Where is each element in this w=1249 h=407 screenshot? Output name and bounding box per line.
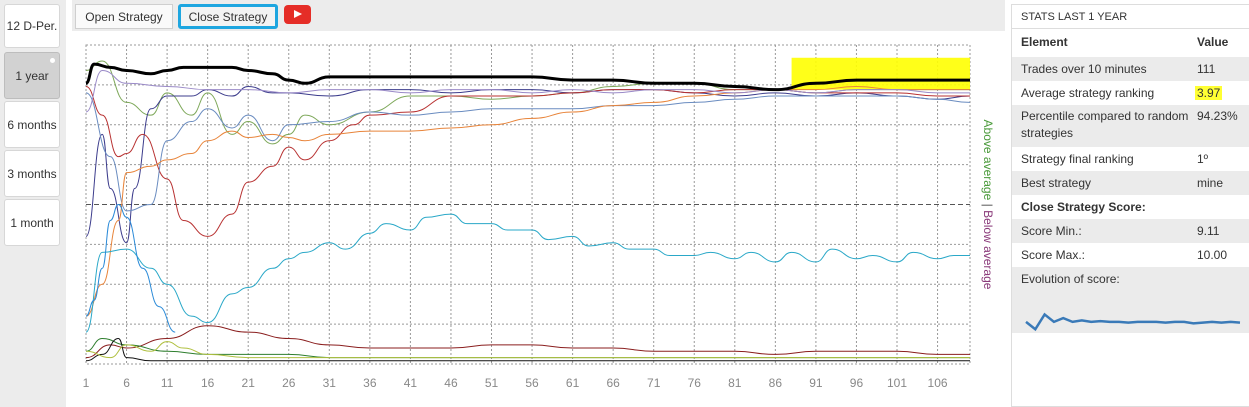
stat-label: Best strategy [1021, 176, 1092, 190]
period-nav: 12 D-Per. 1 year 6 months 3 months 1 mon… [0, 0, 66, 407]
highlight-band [791, 57, 970, 90]
period-12d-button[interactable]: 12 D-Per. [4, 4, 60, 48]
below-average-label: Below average [981, 210, 995, 290]
stat-value: 9.11 [1197, 224, 1220, 238]
youtube-play-icon[interactable] [284, 5, 311, 24]
above-average-label: Above average [981, 120, 995, 204]
x-tick-label: 21 [242, 376, 256, 390]
period-1year-button[interactable]: 1 year [4, 52, 60, 99]
x-tick-label: 81 [728, 376, 742, 390]
x-tick-label: 26 [282, 376, 296, 390]
stats-row-score-min: Score Min.: 9.11 [1012, 219, 1249, 243]
x-tick-label: 76 [688, 376, 702, 390]
stats-row-trades: Trades over 10 minutes 111 [1012, 57, 1249, 81]
stats-header-row: Element Value [1012, 34, 1249, 54]
x-tick-label: 71 [647, 376, 661, 390]
stat-label: Percentile compared to random strategies [1021, 109, 1189, 140]
side-label: Above average | Below average [981, 120, 995, 290]
stat-value: 111 [1197, 62, 1216, 76]
x-tick-label: 91 [809, 376, 823, 390]
x-tick-label: 56 [525, 376, 539, 390]
x-tick-label: 46 [444, 376, 458, 390]
period-label: 6 months [7, 117, 57, 132]
header-value: Value [1197, 35, 1229, 49]
stat-value-highlight: 3.97 [1195, 86, 1223, 100]
ranking-chart: 1 6 11 16 21 26 31 36 41 46 51 56 61 66 71 76 81 86 91 96 10… [72, 31, 1005, 407]
period-label: 1 month [10, 215, 54, 230]
period-label: 3 months [7, 166, 57, 181]
stat-value: 94.23% [1197, 109, 1238, 123]
x-tick-label: 6 [123, 376, 130, 390]
stats-title: STATS LAST 1 YEAR [1012, 5, 1249, 29]
stats-panel: STATS LAST 1 YEAR Element Value Trades o… [1011, 4, 1249, 407]
chart-panel: Open Strategy Close Strategy 1 6 11 16 21 26 3… [72, 0, 1005, 407]
stat-label: Average strategy ranking [1021, 86, 1155, 100]
score-title: Close Strategy Score: [1021, 200, 1146, 214]
header-element: Element [1021, 35, 1068, 49]
series-line-0 [85, 62, 970, 92]
period-6months-button[interactable]: 6 months [4, 101, 60, 148]
stat-label: Strategy final ranking [1021, 152, 1134, 166]
period-1month-button[interactable]: 1 month [4, 199, 60, 246]
x-tick-label: 66 [606, 376, 620, 390]
x-tick-label: 31 [323, 376, 337, 390]
stat-value: mine [1197, 176, 1224, 190]
label-separator: | [981, 204, 995, 210]
stats-row-score-max: Score Max.: 10.00 [1012, 243, 1249, 267]
stat-value: 10.00 [1197, 248, 1228, 262]
x-tick-label: 86 [769, 376, 783, 390]
stats-row-avg-ranking: Average strategy ranking 3.97 [1012, 81, 1249, 105]
stat-label: Trades over 10 minutes [1021, 62, 1147, 76]
x-tick-label: 11 [161, 376, 174, 390]
x-tick-label: 41 [404, 376, 418, 390]
sparkline-path [1025, 312, 1241, 332]
x-tick-label: 36 [363, 376, 377, 390]
series-line-11 [85, 337, 970, 362]
active-dot-icon [50, 58, 55, 63]
score-sparkline [1025, 312, 1241, 332]
period-3months-button[interactable]: 3 months [4, 150, 60, 197]
stat-value: 1º [1197, 152, 1209, 166]
x-tick-label: 96 [850, 376, 864, 390]
stat-label: Score Max.: [1021, 248, 1086, 262]
series-line-6 [85, 70, 970, 113]
stats-row-final-ranking: Strategy final ranking 1º [1012, 147, 1249, 171]
period-label: 1 year [15, 68, 49, 83]
x-tick-label: 106 [928, 376, 948, 390]
series-line-4 [85, 92, 971, 212]
tab-close-strategy[interactable]: Close Strategy [178, 4, 278, 29]
x-tick-label: 61 [566, 376, 580, 390]
period-label: 12 D-Per. [6, 19, 58, 33]
x-tick-label: 101 [887, 376, 907, 390]
x-tick-label: 1 [83, 376, 90, 390]
tab-open-strategy[interactable]: Open Strategy [75, 4, 173, 29]
stats-row-percentile: Percentile compared to random strategies… [1012, 105, 1249, 147]
series-line-7 [85, 213, 970, 333]
x-tick-label: 16 [201, 376, 215, 390]
stats-row-score-title: Close Strategy Score: [1012, 195, 1249, 219]
series-line-9 [85, 325, 970, 359]
stats-row-best: Best strategy mine [1012, 171, 1249, 195]
stat-label: Evolution of score: [1021, 272, 1120, 286]
x-tick-label: 51 [485, 376, 499, 390]
series-line-8 [85, 203, 176, 333]
stat-label: Score Min.: [1021, 224, 1082, 238]
ranking-chart-svg: 1 6 11 16 21 26 31 36 41 46 51 56 61 66 71 76 81 86 91 96 10… [83, 44, 995, 390]
series-line-12 [85, 341, 970, 359]
series-line-5 [85, 85, 970, 317]
stats-row-evolution: Evolution of score: [1012, 267, 1249, 333]
